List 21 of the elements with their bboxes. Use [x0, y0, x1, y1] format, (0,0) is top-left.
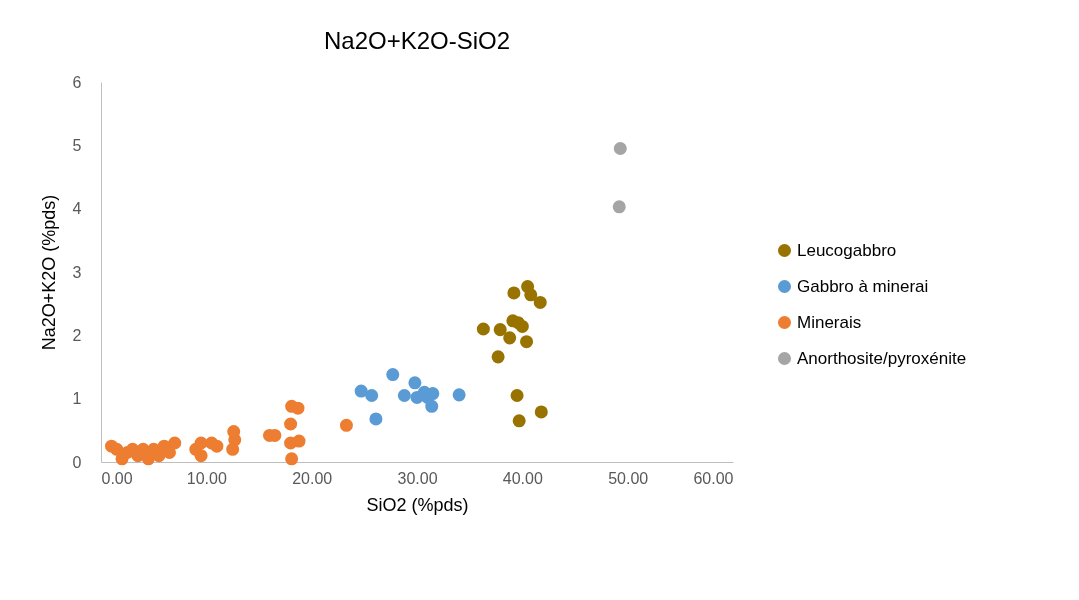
- y-tick-label: 0: [72, 453, 82, 471]
- y-tick-label: 2: [72, 326, 82, 344]
- x-tick-label: 50.00: [608, 469, 649, 487]
- y-tick-label: 4: [72, 200, 82, 218]
- y-tick-label: 5: [72, 136, 82, 154]
- legend-label: Minerais: [797, 312, 862, 332]
- legend-label: Anorthosite/pyroxénite: [797, 348, 967, 368]
- x-tick-label: 60.00: [693, 469, 734, 487]
- chart-title: Na2O+K2O-SiO2: [323, 27, 511, 54]
- y-tick-label: 6: [72, 73, 82, 91]
- legend-label: Gabbro à minerai: [797, 276, 929, 296]
- y-tick-label: 1: [72, 390, 82, 408]
- y-axis-title: Na2O+K2O (%pds): [38, 194, 59, 351]
- x-axis-title: SiO2 (%pds): [366, 494, 469, 515]
- x-tick-label: 30.00: [397, 469, 438, 487]
- x-tick-label: 40.00: [502, 469, 543, 487]
- legend-label: Leucogabbro: [797, 240, 897, 260]
- x-tick-label: 0.00: [101, 469, 133, 487]
- x-tick-label: 20.00: [292, 469, 333, 487]
- y-tick-label: 3: [72, 263, 82, 281]
- x-tick-label: 10.00: [186, 469, 227, 487]
